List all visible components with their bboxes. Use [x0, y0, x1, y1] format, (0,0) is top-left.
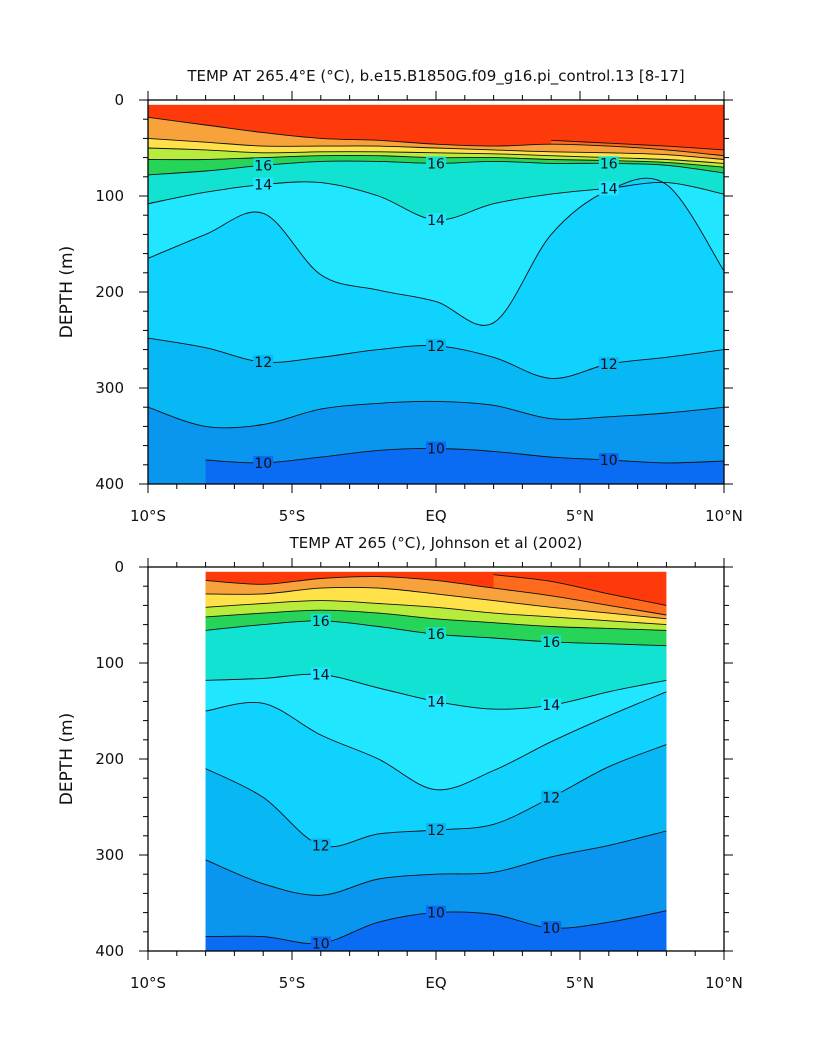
contour-label-bg	[598, 357, 619, 371]
contour-label: 16	[600, 156, 618, 172]
y-axis-label: DEPTH (m)	[57, 713, 77, 805]
y-tick-label: 400	[95, 942, 124, 960]
x-tick-label: EQ	[425, 974, 446, 992]
y-tick-label: 100	[95, 654, 124, 672]
contour-label-bg	[541, 790, 562, 805]
contour-label: 12	[254, 355, 272, 371]
chart-title: TEMP AT 265 (°C), Johnson et al (2002)	[289, 534, 583, 552]
isotherm-line	[205, 609, 667, 631]
y-tick-label: 200	[95, 283, 124, 301]
isotherm-line	[493, 574, 667, 606]
contour-label-bg	[541, 920, 562, 935]
contour-label: 12	[600, 357, 618, 373]
x-tick-label: 5°N	[566, 507, 594, 525]
contour-label-bg	[253, 455, 274, 470]
contour-label-bg	[598, 453, 619, 467]
contour-label-bg	[426, 627, 446, 642]
y-tick-label: 300	[95, 846, 124, 864]
isotherm-line	[148, 177, 724, 326]
x-tick-label: 10°N	[705, 974, 743, 992]
contour-label: 12	[542, 790, 560, 806]
contour-label: 14	[312, 668, 330, 684]
contour-label: 14	[600, 181, 618, 197]
contour-label: 16	[254, 158, 272, 174]
contour-label: 10	[427, 442, 445, 458]
tick-marks	[139, 558, 733, 960]
x-tick-label: 10°S	[130, 974, 166, 992]
chart-panel-top: TEMP AT 265.4°E (°C), b.e15.B1850G.f09_g…	[57, 67, 743, 525]
contour-label-bg	[598, 156, 619, 171]
filled-contours	[148, 104, 724, 484]
contour-label: 10	[254, 456, 272, 472]
contour-label-bg	[310, 667, 331, 682]
contour-label-bg	[541, 698, 562, 713]
contour-labels: 16 16 16 14 14 14 12 12 12 10 10 10	[310, 613, 562, 952]
contour-label-bg	[310, 613, 331, 628]
isotherm-line	[205, 830, 667, 896]
x-tick-label: 10°S	[130, 507, 166, 525]
isotherm-line	[148, 137, 724, 160]
x-tick-label: 5°N	[566, 974, 594, 992]
contour-label: 12	[427, 823, 445, 839]
y-tick-label: 300	[95, 379, 124, 397]
contour-label-bg	[541, 634, 562, 649]
contour-label: 10	[312, 936, 330, 952]
x-tick-label: EQ	[425, 507, 446, 525]
contour-labels: 16 16 16 14 14 14 12 12 12 10 10 10	[253, 156, 619, 472]
contour-label: 14	[254, 178, 272, 194]
contour-label: 14	[542, 698, 560, 714]
x-tick-label: 5°S	[279, 974, 306, 992]
contour-label-bg	[426, 213, 446, 227]
contour-label-bg	[426, 694, 446, 709]
y-tick-label: 400	[95, 475, 124, 493]
isotherm-line	[205, 586, 667, 620]
contour-label: 12	[312, 838, 330, 854]
contour-label-bg	[426, 823, 446, 838]
contour-label-bg	[253, 355, 274, 370]
y-axis-label: DEPTH (m)	[57, 246, 77, 338]
isotherm-line	[148, 147, 724, 164]
isotherm-line	[205, 576, 667, 616]
contour-label-bg	[426, 338, 446, 353]
contour-label-bg	[253, 158, 274, 173]
contour-label: 16	[427, 156, 445, 172]
tick-marks	[139, 91, 733, 493]
contour-label-bg	[426, 441, 446, 456]
contour-label: 16	[427, 627, 445, 643]
isotherm-line	[551, 139, 724, 151]
temperature-band	[205, 448, 724, 484]
isotherm-line	[205, 448, 724, 464]
y-tick-label: 200	[95, 750, 124, 768]
contour-label-bg	[310, 838, 331, 853]
contour-label: 10	[427, 906, 445, 922]
filled-contours	[205, 571, 667, 951]
chart-title: TEMP AT 265.4°E (°C), b.e15.B1850G.f09_g…	[186, 67, 684, 86]
contour-label-bg	[598, 181, 619, 196]
contour-label: 16	[312, 614, 330, 630]
contour-label-bg	[253, 177, 274, 192]
contour-label: 14	[427, 694, 445, 710]
contour-label: 14	[427, 213, 445, 229]
x-tick-label: 10°N	[705, 507, 743, 525]
isotherm-line	[148, 116, 724, 157]
x-tick-label: 5°S	[279, 507, 306, 525]
isotherm-line	[205, 600, 667, 626]
contour-label: 16	[542, 635, 560, 651]
y-tick-label: 0	[114, 91, 124, 109]
contour-label-bg	[310, 936, 331, 951]
contour-label: 10	[600, 453, 618, 469]
contour-label-bg	[426, 905, 446, 920]
isotherm-line	[148, 400, 724, 429]
contour-label-bg	[426, 156, 446, 171]
y-tick-label: 0	[114, 558, 124, 576]
y-tick-label: 100	[95, 187, 124, 205]
temperature-band	[205, 910, 667, 951]
contour-label: 10	[542, 921, 560, 937]
chart-panel-bottom: TEMP AT 265 (°C), Johnson et al (2002) 1…	[57, 534, 743, 992]
contour-label: 12	[427, 339, 445, 355]
isotherm-line	[205, 691, 667, 791]
